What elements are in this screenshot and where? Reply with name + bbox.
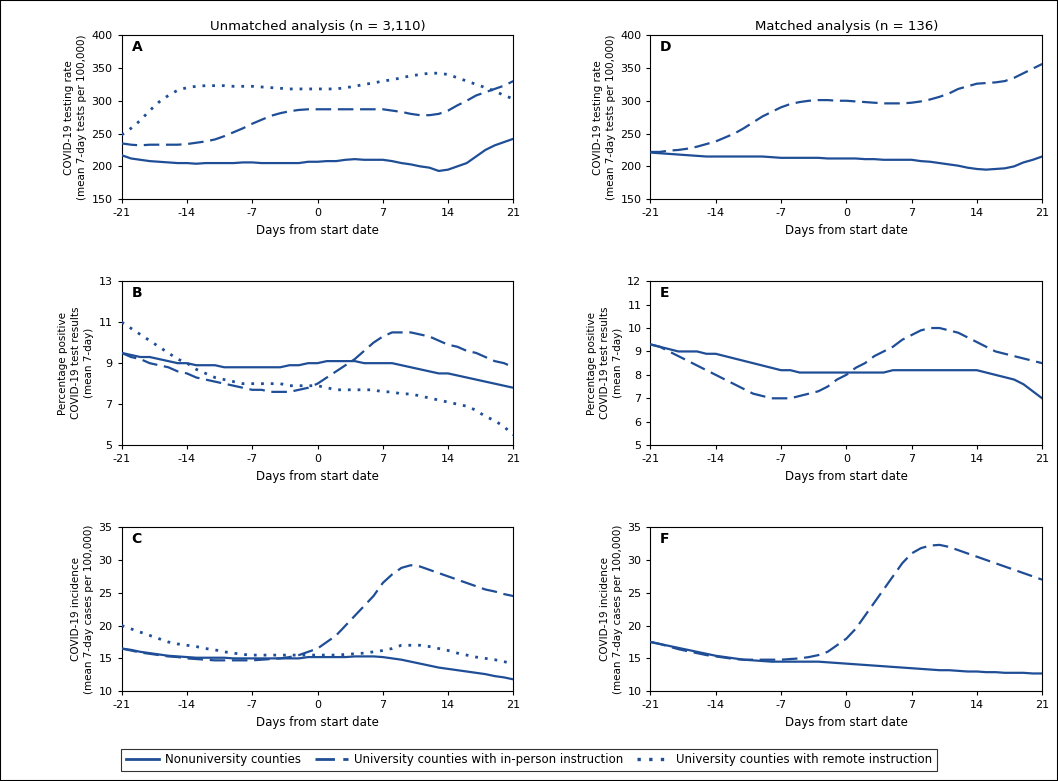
Text: D: D — [660, 40, 672, 54]
Title: Matched analysis (n = 136): Matched analysis (n = 136) — [754, 20, 938, 33]
X-axis label: Days from start date: Days from start date — [256, 715, 379, 729]
X-axis label: Days from start date: Days from start date — [785, 469, 908, 483]
Text: C: C — [131, 532, 142, 546]
Title: Unmatched analysis (n = 3,110): Unmatched analysis (n = 3,110) — [209, 20, 425, 33]
Y-axis label: COVID-19 testing rate
(mean 7-day tests per 100,000): COVID-19 testing rate (mean 7-day tests … — [592, 34, 616, 200]
X-axis label: Days from start date: Days from start date — [256, 469, 379, 483]
Y-axis label: COVID-19 incidence
(mean 7-day cases per 100,000): COVID-19 incidence (mean 7-day cases per… — [71, 525, 94, 694]
X-axis label: Days from start date: Days from start date — [785, 715, 908, 729]
Text: B: B — [131, 286, 142, 300]
Text: A: A — [131, 40, 142, 54]
Text: F: F — [660, 532, 670, 546]
Y-axis label: COVID-19 testing rate
(mean 7-day tests per 100,000): COVID-19 testing rate (mean 7-day tests … — [65, 34, 88, 200]
Y-axis label: Percentage positive
COVID-19 test results
(mean 7-day): Percentage positive COVID-19 test result… — [587, 307, 623, 419]
Text: E: E — [660, 286, 670, 300]
X-axis label: Days from start date: Days from start date — [256, 223, 379, 237]
Legend: Nonuniversity counties, University counties with in-person instruction, Universi: Nonuniversity counties, University count… — [121, 749, 937, 771]
X-axis label: Days from start date: Days from start date — [785, 223, 908, 237]
Y-axis label: COVID-19 incidence
(mean 7-day cases per 100,000): COVID-19 incidence (mean 7-day cases per… — [600, 525, 623, 694]
Y-axis label: Percentage positive
COVID-19 test results
(mean 7-day): Percentage positive COVID-19 test result… — [58, 307, 94, 419]
